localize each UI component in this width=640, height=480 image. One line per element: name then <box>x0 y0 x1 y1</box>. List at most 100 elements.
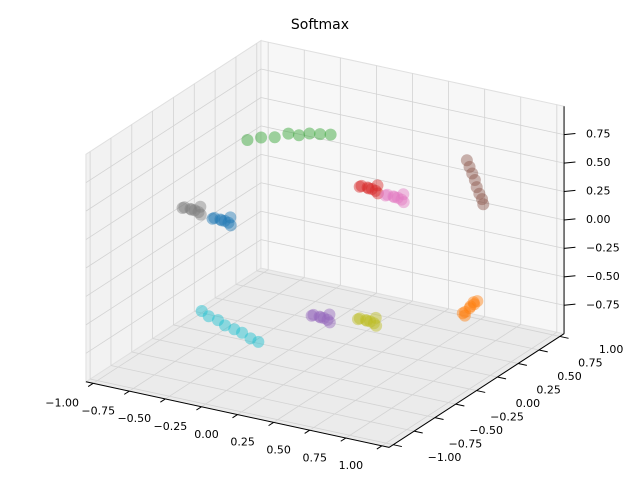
point <box>471 295 484 308</box>
y-tick <box>538 349 548 353</box>
x-tick <box>376 445 383 450</box>
point <box>307 308 320 321</box>
point <box>184 202 197 215</box>
point <box>369 311 382 324</box>
x-tick-label: 0.50 <box>266 443 291 456</box>
x-tick <box>268 421 274 427</box>
y-tick <box>393 444 402 448</box>
grid-line <box>85 154 262 269</box>
grid-line <box>85 68 262 184</box>
point <box>224 211 237 224</box>
point <box>464 300 477 313</box>
x-tick-label: 0.25 <box>230 436 255 449</box>
point <box>458 309 471 322</box>
y-tick-label: −0.50 <box>469 424 503 437</box>
y-tick <box>559 335 569 339</box>
z-tick-label: 0.75 <box>586 128 611 141</box>
grid-line <box>260 153 565 221</box>
point <box>466 167 479 180</box>
grid-line <box>85 182 262 297</box>
point <box>211 314 224 327</box>
y-tick <box>518 363 527 366</box>
grid-line <box>260 97 565 164</box>
z-tick <box>564 303 576 306</box>
point <box>388 191 401 204</box>
x-tick <box>304 429 310 434</box>
point <box>463 302 476 315</box>
point <box>371 187 384 200</box>
point <box>313 310 326 323</box>
point <box>224 219 237 232</box>
point <box>463 160 476 173</box>
point <box>468 298 481 311</box>
point <box>321 313 334 326</box>
point <box>314 311 327 324</box>
grid-line <box>173 324 477 391</box>
point <box>195 305 208 318</box>
point <box>379 189 392 202</box>
grid-line <box>131 351 435 419</box>
point <box>292 129 305 142</box>
y-tick <box>434 417 444 420</box>
grid-line <box>260 68 565 136</box>
point <box>355 179 368 192</box>
point <box>215 214 228 227</box>
x-tick <box>160 398 166 403</box>
point <box>282 127 295 140</box>
grid-line <box>110 365 415 432</box>
x-tick-label: −0.50 <box>117 412 151 425</box>
grid-line <box>256 270 560 337</box>
y-tick <box>497 376 507 380</box>
point <box>456 307 469 320</box>
z-tick <box>564 161 576 164</box>
point <box>314 128 327 141</box>
y-tick-label: −0.75 <box>448 438 482 451</box>
point <box>305 309 318 322</box>
point <box>241 134 254 147</box>
grid-line <box>194 311 498 378</box>
point <box>317 311 330 324</box>
x-tick-label: −0.25 <box>154 420 188 433</box>
y-tick-label: 1.00 <box>599 343 624 356</box>
grid-line <box>85 210 262 326</box>
x-tick <box>340 437 347 442</box>
point <box>352 313 364 326</box>
point <box>360 314 373 327</box>
y-tick-label: 0.50 <box>557 370 582 383</box>
grid-line <box>260 210 565 278</box>
point <box>176 202 189 215</box>
point <box>194 200 207 213</box>
point <box>362 182 375 195</box>
point <box>323 308 336 321</box>
y-tick <box>413 430 423 434</box>
x-tick-label: 0.00 <box>194 428 219 441</box>
point <box>367 317 380 330</box>
y-tick <box>476 390 486 393</box>
z-tick <box>564 133 576 136</box>
point <box>473 187 486 200</box>
point <box>364 315 377 328</box>
point <box>470 181 483 194</box>
z-tick-label: −0.75 <box>586 298 620 311</box>
z-tick <box>564 275 576 278</box>
z-tick-label: 0.25 <box>586 185 611 198</box>
point <box>397 196 410 209</box>
y-tick-label: 0.25 <box>536 383 561 396</box>
z-tick-label: 0.00 <box>586 213 611 226</box>
y-tick-label: −0.25 <box>490 410 524 423</box>
point <box>194 208 207 221</box>
point <box>236 326 249 339</box>
x-tick-label: 1.00 <box>339 459 364 472</box>
point <box>387 190 400 203</box>
point <box>395 193 408 206</box>
grid-line <box>152 338 456 405</box>
point <box>477 198 490 211</box>
x-tick <box>87 382 94 387</box>
point <box>359 313 372 326</box>
grid-line <box>260 125 565 192</box>
point <box>323 316 336 329</box>
point <box>303 127 316 140</box>
y-tick-label: 0.00 <box>516 397 541 410</box>
point <box>252 335 265 348</box>
